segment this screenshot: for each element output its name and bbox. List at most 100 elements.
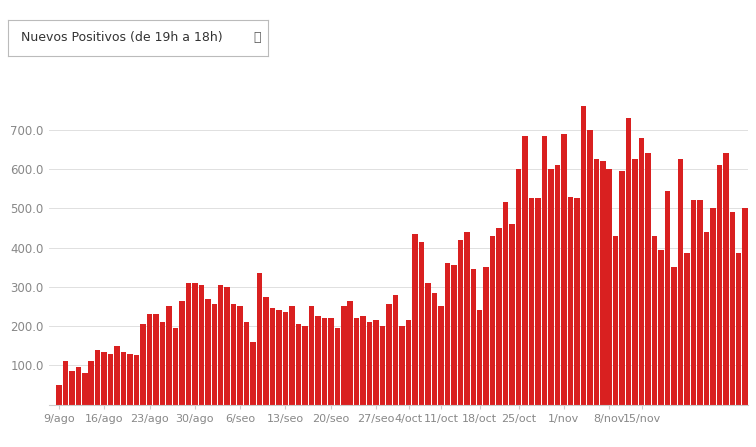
Bar: [141, 324, 146, 405]
Bar: [432, 293, 437, 405]
Text: Nuevos Positivos (de 19h a 18h): Nuevos Positivos (de 19h a 18h): [20, 31, 222, 45]
Bar: [88, 361, 94, 405]
Bar: [574, 198, 580, 405]
Bar: [665, 190, 671, 405]
Bar: [82, 373, 88, 405]
Bar: [619, 171, 625, 405]
Bar: [646, 153, 651, 405]
Bar: [283, 312, 288, 405]
Bar: [263, 297, 269, 405]
Bar: [212, 304, 217, 405]
Bar: [717, 165, 722, 405]
Bar: [561, 134, 567, 405]
Bar: [354, 318, 359, 405]
Bar: [63, 361, 68, 405]
Bar: [438, 306, 444, 405]
Bar: [127, 354, 133, 405]
Bar: [186, 283, 191, 405]
Bar: [199, 285, 204, 405]
Bar: [341, 306, 346, 405]
Bar: [172, 328, 178, 405]
Bar: [522, 136, 528, 405]
Bar: [490, 236, 495, 405]
Bar: [425, 283, 431, 405]
Bar: [593, 159, 599, 405]
Bar: [671, 267, 677, 405]
Bar: [205, 299, 210, 405]
Bar: [399, 326, 404, 405]
Bar: [406, 320, 411, 405]
Bar: [548, 169, 553, 405]
Bar: [166, 306, 172, 405]
Bar: [568, 197, 573, 405]
Bar: [445, 263, 450, 405]
Bar: [555, 165, 560, 405]
Text: ⤵: ⤵: [253, 31, 260, 45]
Bar: [153, 314, 159, 405]
Bar: [464, 232, 469, 405]
Bar: [308, 306, 314, 405]
Bar: [697, 200, 702, 405]
Bar: [581, 106, 586, 405]
Bar: [367, 322, 373, 405]
Bar: [691, 200, 696, 405]
Bar: [121, 351, 126, 405]
Bar: [257, 273, 262, 405]
Bar: [237, 306, 243, 405]
Bar: [361, 316, 366, 405]
Bar: [606, 169, 612, 405]
Bar: [626, 118, 631, 405]
Bar: [134, 355, 139, 405]
Bar: [218, 285, 224, 405]
Bar: [503, 202, 508, 405]
Bar: [250, 342, 256, 405]
Bar: [730, 212, 735, 405]
Bar: [231, 304, 237, 405]
Bar: [373, 320, 379, 405]
Bar: [516, 169, 522, 405]
Bar: [639, 138, 644, 405]
Bar: [497, 228, 502, 405]
Bar: [95, 350, 101, 405]
Bar: [723, 153, 729, 405]
Bar: [704, 232, 709, 405]
Bar: [710, 208, 716, 405]
Bar: [114, 346, 120, 405]
Bar: [600, 161, 606, 405]
Bar: [457, 240, 463, 405]
Bar: [477, 310, 482, 405]
Bar: [483, 267, 489, 405]
Bar: [613, 236, 618, 405]
Bar: [380, 326, 386, 405]
Bar: [328, 318, 333, 405]
Bar: [736, 253, 742, 405]
Bar: [244, 322, 249, 405]
Bar: [510, 224, 515, 405]
Bar: [56, 385, 61, 405]
Bar: [69, 371, 75, 405]
Bar: [192, 283, 197, 405]
Bar: [302, 326, 308, 405]
Bar: [587, 130, 593, 405]
Bar: [276, 310, 282, 405]
Bar: [160, 322, 166, 405]
Bar: [393, 295, 398, 405]
Bar: [658, 249, 664, 405]
Bar: [470, 269, 476, 405]
Bar: [101, 351, 107, 405]
Bar: [632, 159, 638, 405]
Bar: [386, 304, 392, 405]
Bar: [321, 318, 327, 405]
Bar: [179, 300, 184, 405]
Bar: [684, 253, 689, 405]
Bar: [677, 159, 683, 405]
Bar: [419, 242, 424, 405]
Bar: [270, 308, 275, 405]
Bar: [742, 208, 748, 405]
Bar: [108, 354, 113, 405]
Bar: [334, 328, 340, 405]
Bar: [528, 198, 534, 405]
Bar: [315, 316, 321, 405]
Bar: [535, 198, 541, 405]
Bar: [290, 306, 295, 405]
